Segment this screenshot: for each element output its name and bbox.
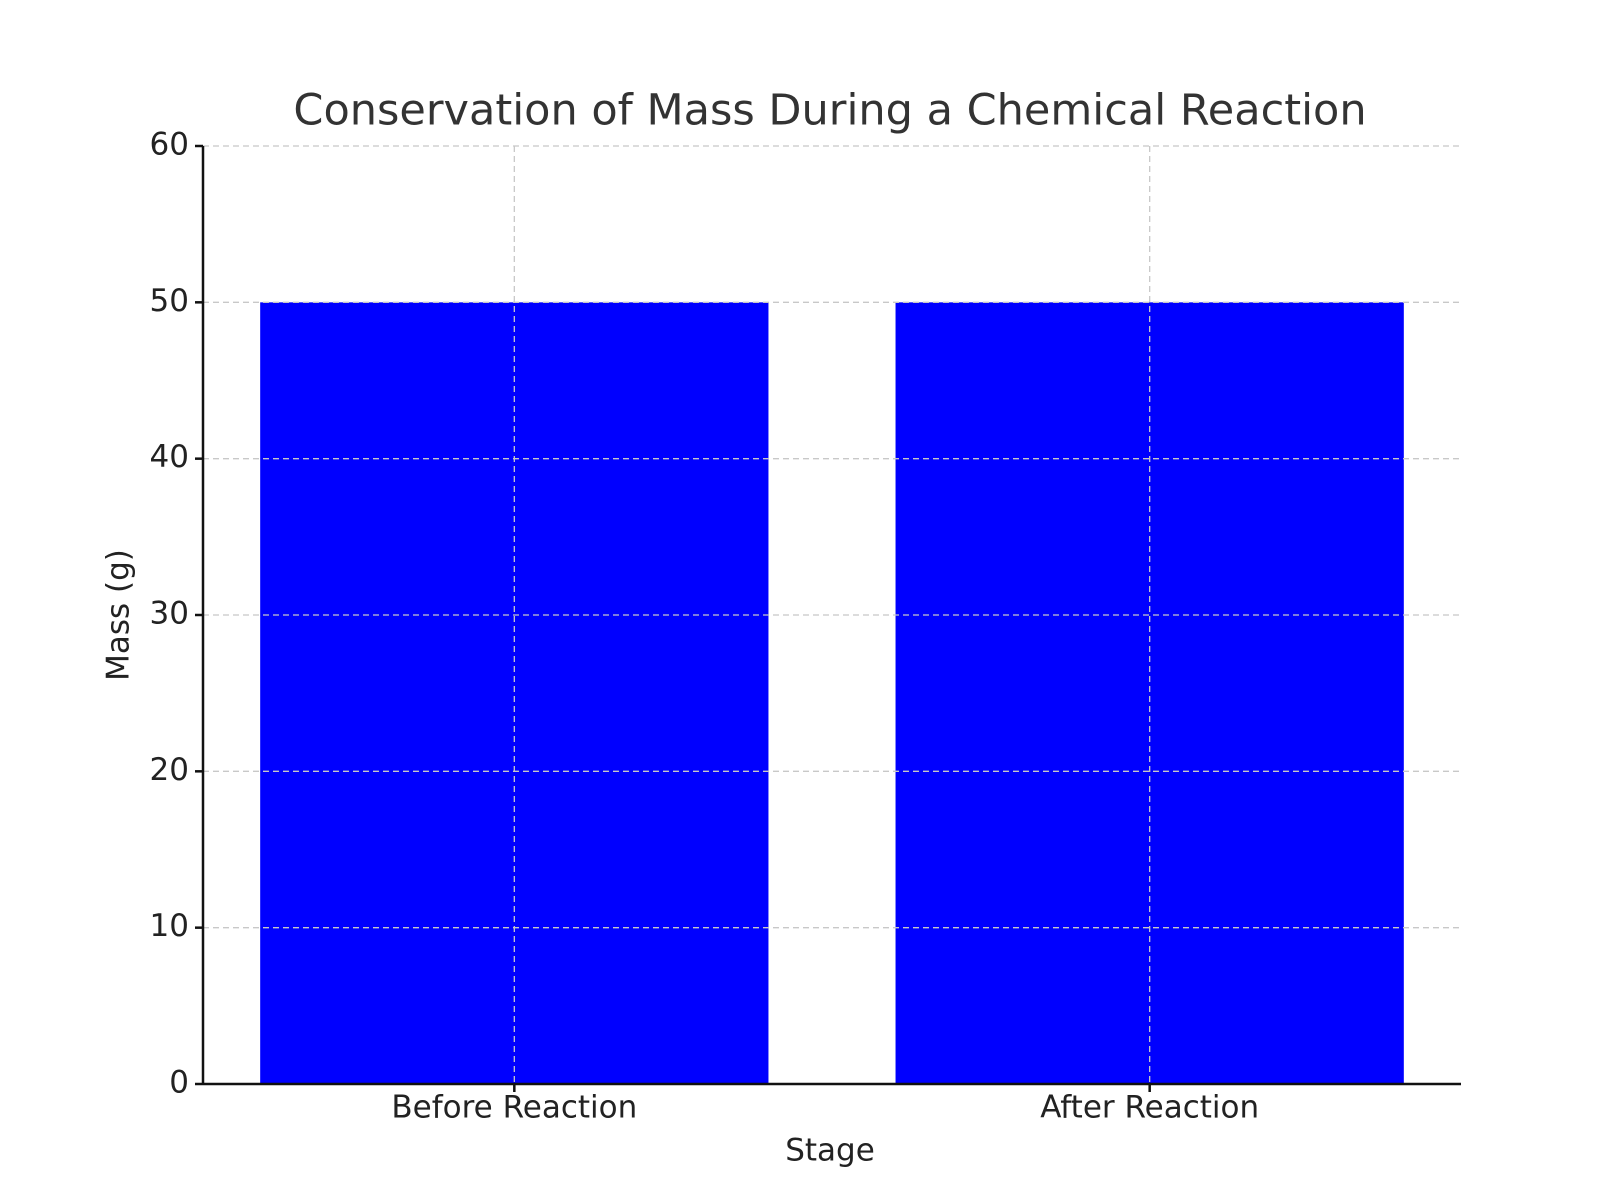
x-axis-label: Stage: [785, 1133, 875, 1169]
chart-title: Conservation of Mass During a Chemical R…: [293, 86, 1366, 136]
y-tick-label: 50: [150, 283, 189, 319]
y-tick-label: 20: [150, 752, 189, 788]
y-tick-label: 30: [150, 596, 189, 632]
x-tick-label: After Reaction: [1040, 1090, 1259, 1126]
bar: [260, 302, 769, 1084]
bar: [895, 302, 1404, 1084]
y-tick-label: 0: [169, 1065, 189, 1101]
y-tick-label: 60: [150, 127, 189, 163]
y-tick-label: 10: [150, 908, 189, 944]
y-axis-label: Mass (g): [101, 549, 137, 681]
x-tick-label: Before Reaction: [391, 1090, 637, 1126]
y-tick-label: 40: [150, 439, 189, 475]
